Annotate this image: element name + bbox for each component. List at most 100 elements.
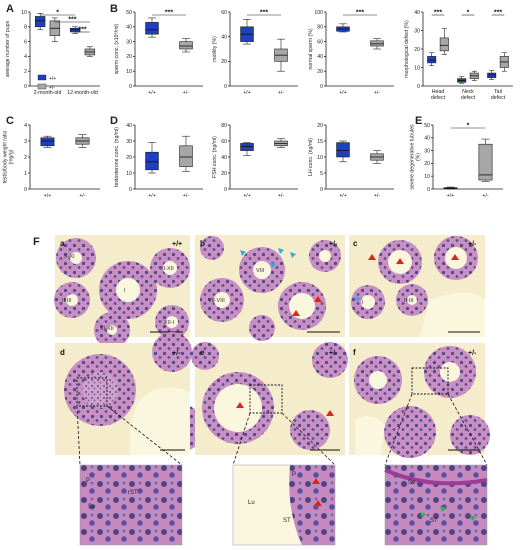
micrograph-a — [54, 235, 190, 348]
y-tick-label: 0 — [129, 84, 132, 90]
y-tick-label: 2 — [24, 69, 27, 75]
micro-genotype-f: +/- — [468, 350, 477, 357]
x-tick-label: 12-month-old — [67, 90, 98, 96]
chart-d-8: 0 5 10 15 20 LH conc. (ng/ml) +/+ +/- — [308, 123, 394, 199]
box — [40, 137, 55, 147]
y-tick-label: 40 — [126, 123, 132, 129]
y-tick-label: 20 — [317, 123, 323, 129]
y-axis-label: motility (%) — [212, 36, 218, 62]
stage-label: XI-XII — [160, 266, 174, 272]
micrograph-c — [349, 235, 485, 337]
y-tick-label: 20 — [317, 69, 323, 75]
x-tick-label: 2-month-old — [34, 90, 62, 96]
stage-label: I — [124, 288, 126, 294]
box — [34, 16, 46, 28]
box — [179, 145, 193, 167]
micro-genotype-e: +/- — [329, 350, 338, 357]
panel-label-a: A — [6, 3, 14, 15]
cell-label: Se — [88, 504, 96, 510]
y-tick-label: 20 — [414, 47, 420, 53]
chart-d-6: 0 10 20 30 40 testosterone conc. (ng/ml) +/+ +/… — [114, 123, 203, 199]
y-tick-label: 4 — [24, 123, 27, 129]
micrograph-b — [195, 235, 345, 341]
stage-label: VIII — [256, 268, 265, 274]
y-tick-label: 0 — [24, 187, 27, 193]
y-tick-label: 10 — [126, 69, 132, 75]
y-tick-label: 40 — [221, 155, 227, 161]
x-tick-label: Tail — [494, 89, 502, 95]
x-tick-label: +/+ — [243, 90, 251, 96]
sig-label: *** — [260, 10, 268, 17]
sig-label: * — [467, 123, 470, 130]
y-tick-label: 30 — [424, 148, 430, 154]
legend-label-wt: +/+ — [49, 76, 56, 82]
zoom-inset-e — [232, 412, 336, 546]
y-axis-label: testis/body weight ratio(mg/g) — [3, 131, 15, 184]
x-tick-label: +/- — [183, 90, 189, 96]
stage-label: XII-I — [164, 320, 175, 326]
micro-label-f: f — [353, 348, 356, 357]
cell-label: Lu — [248, 500, 255, 506]
y-tick-label: 6 — [24, 39, 27, 45]
panel-label-d: D — [110, 115, 118, 127]
panel-label-c: C — [6, 115, 14, 127]
cell-label: Se — [408, 480, 416, 486]
x-tick-label: defect — [431, 95, 446, 101]
y-tick-label: 30 — [126, 39, 132, 45]
y-axis-label: sperm conc. (x10⁶/ml) — [114, 23, 120, 74]
box — [478, 143, 493, 181]
chart-d-7: 0 20 40 60 80 FSH conc. (ng/ml) +/+ +/- — [212, 123, 298, 199]
cell-label: P — [292, 472, 296, 478]
y-tick-label: 80 — [317, 25, 323, 31]
chart-b-1: 0 10 20 30 40 50 sperm conc. (x10⁶/ml) +/+ +/- **… — [114, 10, 203, 96]
chart-b-2: 0 20 40 60 motility (%) +/+ +/- *** — [212, 10, 298, 96]
sig-label: *** — [494, 10, 502, 17]
y-tick-label: 30 — [126, 139, 132, 145]
cell-label: ST — [430, 518, 438, 524]
zoom-inset-d — [76, 405, 183, 546]
micro-genotype-d: +/- — [172, 350, 181, 357]
micro-label-e: e — [200, 348, 205, 357]
panel-label-b: B — [110, 3, 118, 15]
cell-label: rST — [128, 490, 138, 496]
chart-b-3: 0 20 40 60 80 100 normal sperm (%) +/+ +/- *** — [308, 10, 394, 96]
micrograph-d — [55, 332, 204, 455]
x-tick-label: defect — [491, 95, 506, 101]
micro-genotype-c: +/- — [468, 241, 477, 248]
sig-label: * — [467, 10, 470, 17]
x-tick-label: +/+ — [44, 193, 52, 199]
y-tick-label: 4 — [24, 54, 27, 60]
micrograph-e — [191, 342, 348, 455]
sig-label: *** — [68, 17, 76, 24]
chart-a-0: 0 2 4 6 8 10 average number of pups 2-month-old… — [5, 10, 100, 96]
sig-label: *** — [165, 10, 173, 17]
y-tick-label: 0 — [24, 84, 27, 90]
micro-genotype-a: +/+ — [172, 241, 182, 248]
stage-label: I — [362, 300, 364, 306]
y-tick-label: 10 — [414, 65, 420, 71]
y-tick-label: 0 — [129, 187, 132, 193]
stage-label: II-III — [404, 298, 414, 304]
y-tick-label: 2 — [24, 155, 27, 161]
x-tick-label: +/- — [183, 193, 189, 199]
y-tick-label: 5 — [320, 171, 323, 177]
y-axis-label: FSH conc. (ng/ml) — [212, 136, 218, 178]
box — [336, 142, 350, 158]
legend-label-het: +/- — [49, 85, 55, 91]
micro-label-c: c — [353, 239, 358, 248]
y-tick-label: 60 — [221, 139, 227, 145]
legend: +/+ +/- — [37, 74, 56, 91]
y-tick-label: 20 — [424, 161, 430, 167]
x-tick-label: +/+ — [339, 90, 347, 96]
x-tick-label: +/- — [374, 90, 380, 96]
y-tick-label: 60 — [221, 10, 227, 16]
x-tick-label: defect — [461, 95, 476, 101]
y-tick-label: 15 — [317, 139, 323, 145]
x-tick-label: Head — [432, 89, 445, 95]
panel-label-e: E — [415, 115, 422, 127]
sig-label: * — [56, 10, 59, 17]
x-tick-label: +/- — [374, 193, 380, 199]
y-tick-label: 10 — [317, 155, 323, 161]
